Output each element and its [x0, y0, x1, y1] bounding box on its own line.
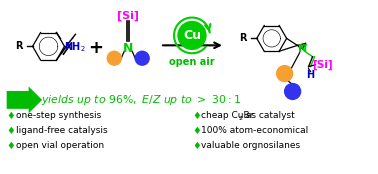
Text: ♦: ♦	[7, 111, 15, 121]
Text: R: R	[239, 33, 247, 43]
Text: N: N	[123, 42, 133, 55]
Text: +: +	[88, 39, 103, 57]
Circle shape	[277, 66, 293, 82]
Text: H: H	[307, 70, 314, 80]
Text: ♦: ♦	[7, 141, 15, 151]
Text: Cu: Cu	[183, 29, 201, 42]
Text: open air: open air	[169, 57, 215, 67]
Text: ♦: ♦	[192, 141, 201, 151]
Text: NH$_2$: NH$_2$	[65, 41, 86, 54]
Text: cheap CuBr: cheap CuBr	[201, 111, 253, 120]
FancyBboxPatch shape	[7, 86, 42, 113]
Text: [Si]: [Si]	[312, 60, 333, 70]
Text: ♦: ♦	[192, 111, 201, 121]
Text: 2: 2	[239, 116, 243, 121]
Text: 100% atom-economical: 100% atom-economical	[201, 126, 308, 135]
Circle shape	[178, 22, 206, 49]
Text: open vial operation: open vial operation	[15, 141, 104, 150]
Text: N: N	[298, 44, 307, 54]
Circle shape	[135, 51, 149, 65]
Circle shape	[107, 51, 121, 65]
Text: $\mathit{yields\ up\ to\ 96\%,\ E/Z\ up\ to\ >\ 30:1}$: $\mathit{yields\ up\ to\ 96\%,\ E/Z\ up\…	[40, 93, 241, 107]
Text: ligand-free catalysis: ligand-free catalysis	[15, 126, 107, 135]
Text: [Si]: [Si]	[117, 10, 139, 21]
Text: as catalyst: as catalyst	[243, 111, 294, 120]
Text: valuable orgnosilanes: valuable orgnosilanes	[201, 141, 300, 150]
Text: ♦: ♦	[192, 126, 201, 136]
Text: ♦: ♦	[7, 126, 15, 136]
Text: one-step synthesis: one-step synthesis	[15, 111, 101, 120]
Circle shape	[285, 84, 301, 99]
Text: R: R	[15, 41, 23, 51]
